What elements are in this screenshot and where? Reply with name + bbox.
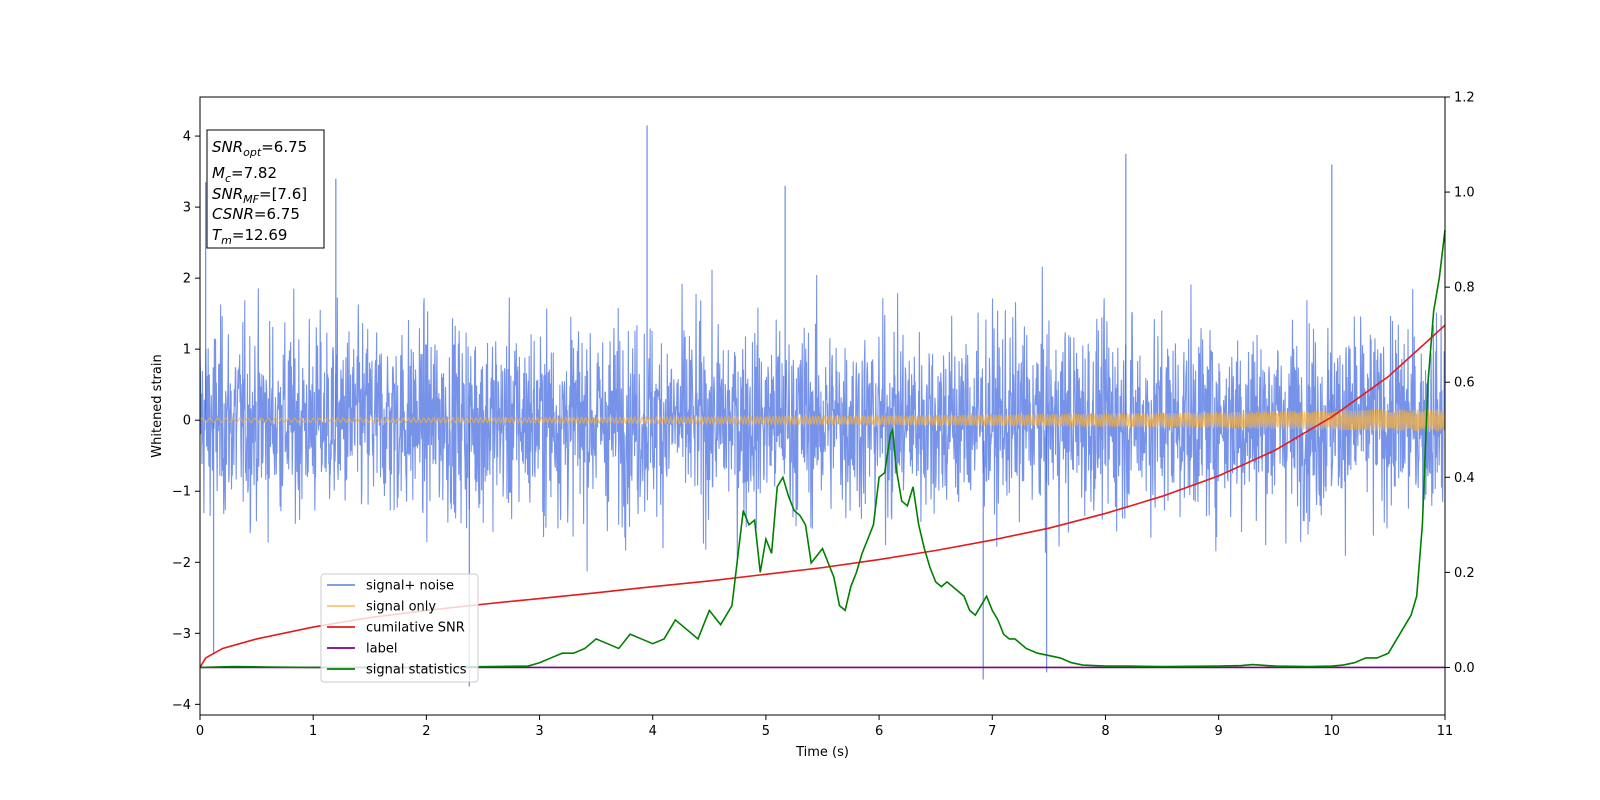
info-variable: T xyxy=(212,226,223,244)
info-subscript: m xyxy=(221,234,232,247)
y-tick-label: −4 xyxy=(172,698,191,713)
info-subscript: c xyxy=(225,172,231,185)
info-value: =[7.6] xyxy=(259,185,307,203)
signal-only-trace xyxy=(199,408,1446,432)
plot-frame xyxy=(199,96,1446,716)
info-line: Mc=7.82 xyxy=(212,164,277,185)
info-variable: SNR xyxy=(212,138,243,156)
series-signal-only xyxy=(199,408,1446,432)
x-tick-label: 1 xyxy=(309,724,317,739)
y2-tick-label: 0.8 xyxy=(1454,281,1475,296)
info-subscript: MF xyxy=(243,193,259,206)
x-tick-label: 2 xyxy=(422,724,430,739)
signal-statistics-line xyxy=(199,230,1446,669)
legend: signal+ noise signal only cumilative SNR la… xyxy=(320,573,479,683)
x-tick-label: 6 xyxy=(875,724,883,739)
info-variable: M xyxy=(212,164,225,182)
legend-label: cumilative SNR xyxy=(366,621,465,636)
info-variable: SNR xyxy=(212,185,243,203)
x-axis-ticks: 0 1 2 3 4 5 6 7 8 9 10 11 xyxy=(196,715,1453,739)
x-axis-label: Time (s) xyxy=(795,745,849,760)
y-tick-label: 4 xyxy=(183,130,191,145)
y2-axis-ticks: 0.0 0.2 0.4 0.6 0.8 1.0 1.2 xyxy=(1445,91,1475,676)
x-tick-label: 9 xyxy=(1214,724,1222,739)
y2-tick-label: 0.6 xyxy=(1454,376,1475,391)
y2-tick-label: 0.2 xyxy=(1454,566,1475,581)
x-tick-label: 8 xyxy=(1101,724,1109,739)
legend-label: signal statistics xyxy=(366,663,467,678)
x-tick-label: 3 xyxy=(535,724,543,739)
y-tick-label: −2 xyxy=(172,556,191,571)
x-tick-label: 4 xyxy=(649,724,657,739)
x-tick-label: 0 xyxy=(196,724,204,739)
info-box: SNRopt=6.75Mc=7.82SNRMF=[7.6]CSNR=6.75Tm… xyxy=(206,129,325,249)
y-tick-label: −1 xyxy=(172,485,191,500)
info-line: CSNR=6.75 xyxy=(212,205,300,223)
info-value: =12.69 xyxy=(232,226,288,244)
y2-tick-label: 1.2 xyxy=(1454,91,1475,106)
legend-label: label xyxy=(366,642,397,657)
info-line: Tm=12.69 xyxy=(212,226,287,247)
info-line: SNRMF=[7.6] xyxy=(212,185,307,206)
info-value: =6.75 xyxy=(254,205,300,223)
y2-tick-label: 0.4 xyxy=(1454,471,1475,486)
legend-label: signal+ noise xyxy=(366,579,454,594)
x-tick-label: 10 xyxy=(1324,724,1341,739)
y2-tick-label: 0.0 xyxy=(1454,661,1475,676)
info-line: SNRopt=6.75 xyxy=(212,138,307,159)
y-tick-label: −3 xyxy=(172,627,191,642)
y-tick-label: 3 xyxy=(183,201,191,216)
y-axis-label: Whitened strain xyxy=(150,354,165,457)
y2-tick-label: 1.0 xyxy=(1454,186,1475,201)
x-tick-label: 11 xyxy=(1437,724,1454,739)
y-tick-label: 1 xyxy=(183,343,191,358)
legend-label: signal only xyxy=(366,600,436,615)
y-axis-ticks: −4 −3 −2 −1 0 1 2 3 4 xyxy=(172,130,200,713)
info-subscript: opt xyxy=(243,146,262,159)
y-tick-label: 0 xyxy=(183,414,191,429)
legend-frame xyxy=(320,573,479,683)
cumulative-snr-line xyxy=(199,324,1446,668)
y-tick-label: 2 xyxy=(183,272,191,287)
x-tick-label: 7 xyxy=(988,724,996,739)
info-value: =7.82 xyxy=(231,164,277,182)
info-box-frame xyxy=(206,129,325,249)
info-value: =6.75 xyxy=(261,138,307,156)
x-tick-label: 5 xyxy=(762,724,770,739)
info-variable: CSNR xyxy=(212,205,254,223)
